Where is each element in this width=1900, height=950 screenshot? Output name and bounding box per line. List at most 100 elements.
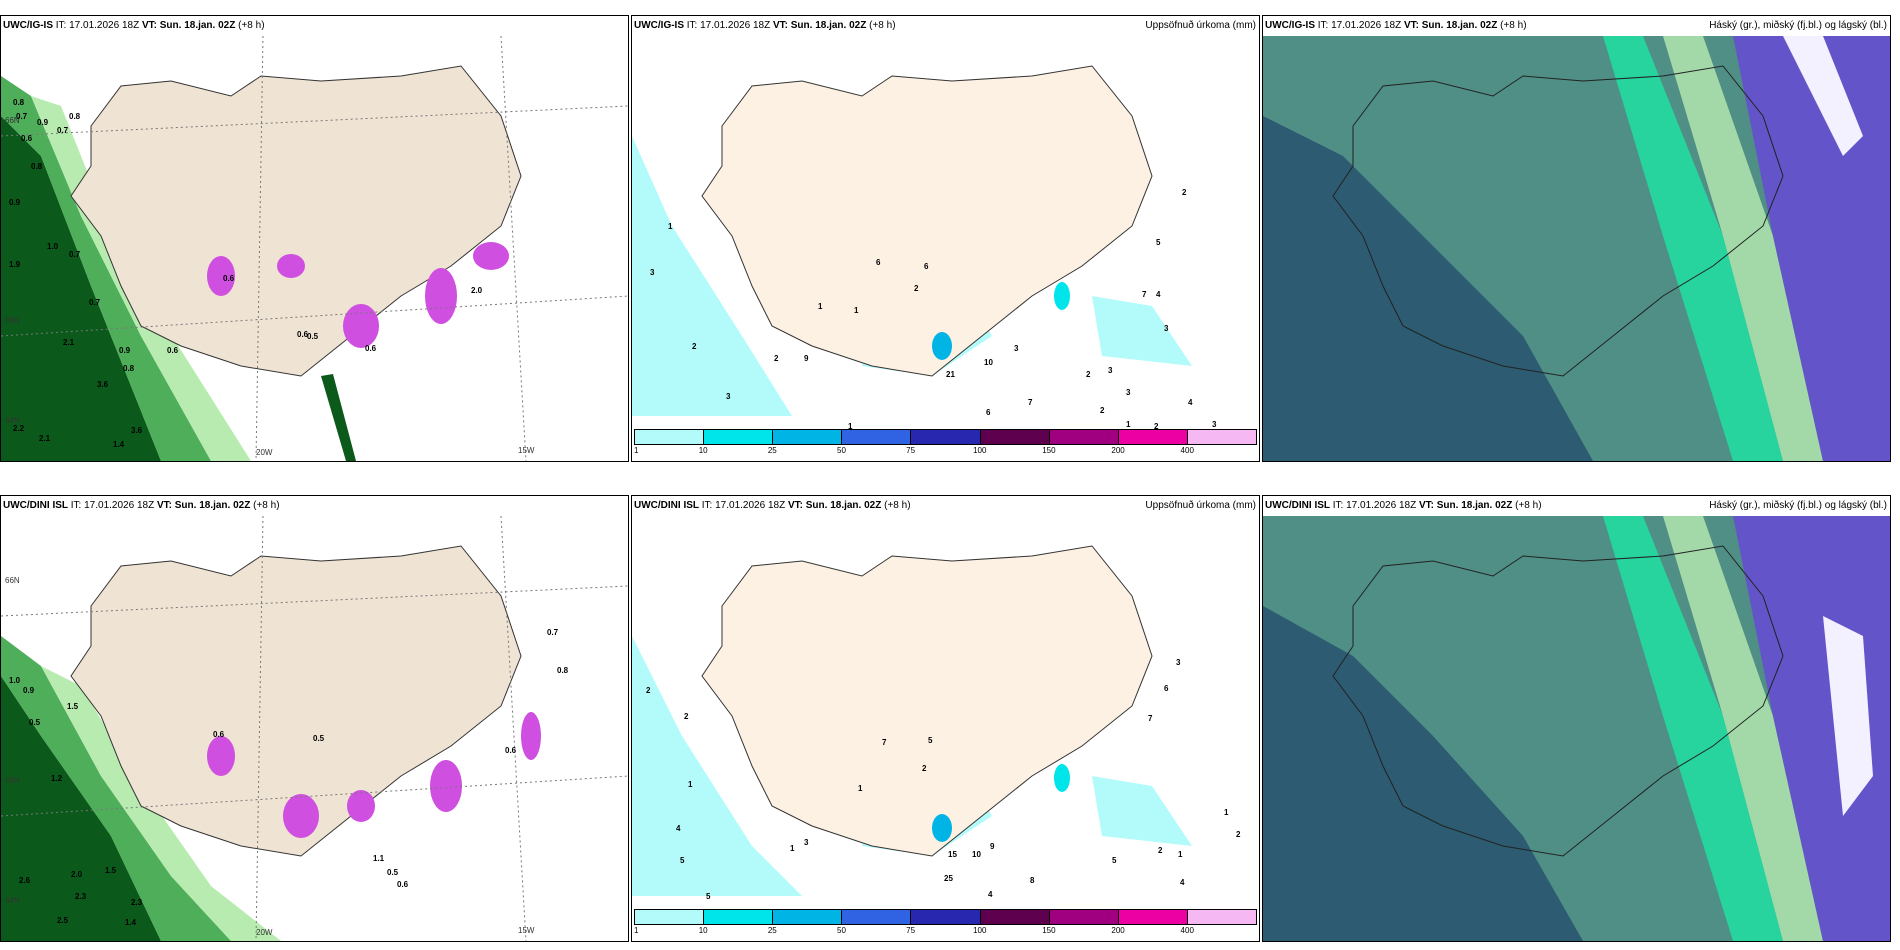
value-label: 0.6	[297, 330, 309, 339]
value-label: 0.6	[223, 274, 235, 283]
value-label: 25	[944, 874, 953, 883]
precip-map[interactable]: 1 3 2 3 1 6 6 2 1 2 9 2 3 1 10 21 6 7 2 …	[632, 36, 1259, 461]
colorbar-tick: 150	[1042, 926, 1056, 935]
value-label: 10	[984, 358, 993, 367]
vt-label: VT:	[772, 20, 788, 31]
value-label: 0.5	[307, 332, 319, 341]
model-name: UWC/IG-IS	[1265, 20, 1315, 31]
it-label: IT:	[70, 500, 82, 511]
colorbar-swatch	[911, 910, 981, 924]
value-label: 3.6	[97, 380, 109, 389]
value-label: 10	[972, 850, 981, 859]
lon-label-20w: 20W	[256, 928, 273, 937]
value-label: 2	[1086, 370, 1091, 379]
wind-map[interactable]: 20W 15W 66N 65N 64N 0.8 0.7 0.9 0.8 0.6 …	[1, 36, 628, 461]
valid-time: Sun. 18.jan. 02Z	[1421, 20, 1498, 31]
precip-map[interactable]: 2 1 4 5 5 2 7 5 2 1 3 1 15 10 9 25 4 8 5…	[632, 516, 1259, 941]
model-name: UWC/DINI ISL	[634, 500, 699, 511]
value-label: 0.9	[9, 198, 21, 207]
init-time: 17.01.2026 18Z	[1346, 500, 1417, 511]
value-label: 4	[988, 890, 993, 899]
valid-time: Sun. 18.jan. 02Z	[159, 20, 236, 31]
lat-label-64n: 64N	[5, 896, 20, 905]
value-label: 0.9	[37, 118, 49, 127]
value-label: 3	[1176, 658, 1181, 667]
lon-label-15w: 15W	[518, 446, 535, 455]
value-label: 3	[1164, 324, 1169, 333]
value-label: 0.7	[89, 298, 101, 307]
value-label: 2	[1100, 406, 1105, 415]
wind-map-svg	[1, 36, 628, 461]
value-label: 4	[1188, 398, 1193, 407]
value-label: 0.7	[16, 112, 28, 121]
colorbar-swatches	[634, 429, 1257, 445]
init-time: 17.01.2026 18Z	[1331, 20, 1402, 31]
value-label: 0.6	[167, 346, 179, 355]
field-title: Háský (gr.), miðský (fj.bl.) og lágský (…	[1709, 20, 1887, 31]
it-label: IT:	[1317, 20, 1329, 31]
it-label: IT:	[1332, 500, 1344, 511]
value-label: 2	[692, 342, 697, 351]
value-label: 5	[928, 736, 933, 745]
it-label: IT:	[701, 500, 713, 511]
value-label: 1.4	[113, 440, 125, 449]
colorbar-swatch	[635, 910, 705, 924]
colorbar-tick: 400	[1180, 446, 1194, 455]
colorbar-tick: 1	[634, 926, 639, 935]
value-label: 2.1	[63, 338, 75, 347]
colorbar-tick: 1	[634, 446, 639, 455]
value-label: 6	[924, 262, 929, 271]
value-label: 7	[1028, 398, 1033, 407]
lead-time: (+8 h)	[1515, 500, 1542, 511]
value-label: 3	[726, 392, 731, 401]
value-label: 1	[668, 222, 673, 231]
it-label: IT:	[55, 20, 67, 31]
value-label: 2.5	[57, 916, 69, 925]
value-label: 1.9	[9, 260, 21, 269]
valid-time: Sun. 18.jan. 02Z	[790, 20, 867, 31]
model-name: UWC/IG-IS	[634, 20, 684, 31]
value-label: 6	[876, 258, 881, 267]
value-label: 2	[922, 764, 927, 773]
model-name: UWC/DINI ISL	[3, 500, 68, 511]
value-label: 1.0	[47, 242, 59, 251]
colorbar-swatch	[911, 430, 981, 444]
precip-map-svg	[632, 36, 1259, 461]
colorbar-swatch	[1118, 910, 1188, 924]
precip-panel-top: UWC/IG-IS IT: 17.01.2026 18Z VT: Sun. 18…	[631, 15, 1260, 462]
value-label: 3	[650, 268, 655, 277]
vt-label: VT:	[1418, 500, 1434, 511]
value-label: 0.8	[31, 162, 43, 171]
value-label: 1	[688, 780, 693, 789]
colorbar-swatch	[1049, 910, 1119, 924]
value-label: 2.2	[13, 424, 25, 433]
value-label: 2	[1182, 188, 1187, 197]
panel-header: UWC/DINI ISL IT: 17.01.2026 18Z VT: Sun.…	[1263, 496, 1890, 516]
value-label: 3	[1126, 388, 1131, 397]
value-label: 2.0	[471, 286, 483, 295]
colorbar-swatch	[704, 910, 774, 924]
cloud-map[interactable]	[1263, 516, 1890, 941]
init-time: 17.01.2026 18Z	[69, 20, 140, 31]
wind-map[interactable]: 20W 15W 66N 65N 64N 1.0 0.9 1.5 0.5 1.2 …	[1, 516, 628, 941]
lat-label-64n: 64N	[5, 416, 20, 425]
value-label: 1.5	[67, 702, 79, 711]
value-label: 8	[1030, 876, 1035, 885]
lat-label-66n: 66N	[5, 116, 20, 125]
value-label: 0.8	[69, 112, 81, 121]
precip-panel-bottom: UWC/DINI ISL IT: 17.01.2026 18Z VT: Sun.…	[631, 495, 1260, 942]
wind-map-svg	[1, 516, 628, 941]
value-label: 1	[1126, 420, 1131, 429]
colorbar-tick: 10	[698, 926, 708, 935]
value-label: 1	[1224, 808, 1229, 817]
value-label: 1.5	[105, 866, 117, 875]
cloud-map[interactable]	[1263, 36, 1890, 461]
colorbar-swatch	[842, 910, 912, 924]
panel-header: UWC/DINI ISL IT: 17.01.2026 18Z VT: Sun.…	[632, 496, 1259, 516]
precip-map-svg	[632, 516, 1259, 941]
value-label: 1.1	[373, 854, 385, 863]
value-label: 0.5	[313, 734, 325, 743]
value-label: 0.5	[29, 718, 41, 727]
value-label: 9	[990, 842, 995, 851]
model-name: UWC/DINI ISL	[1265, 500, 1330, 511]
